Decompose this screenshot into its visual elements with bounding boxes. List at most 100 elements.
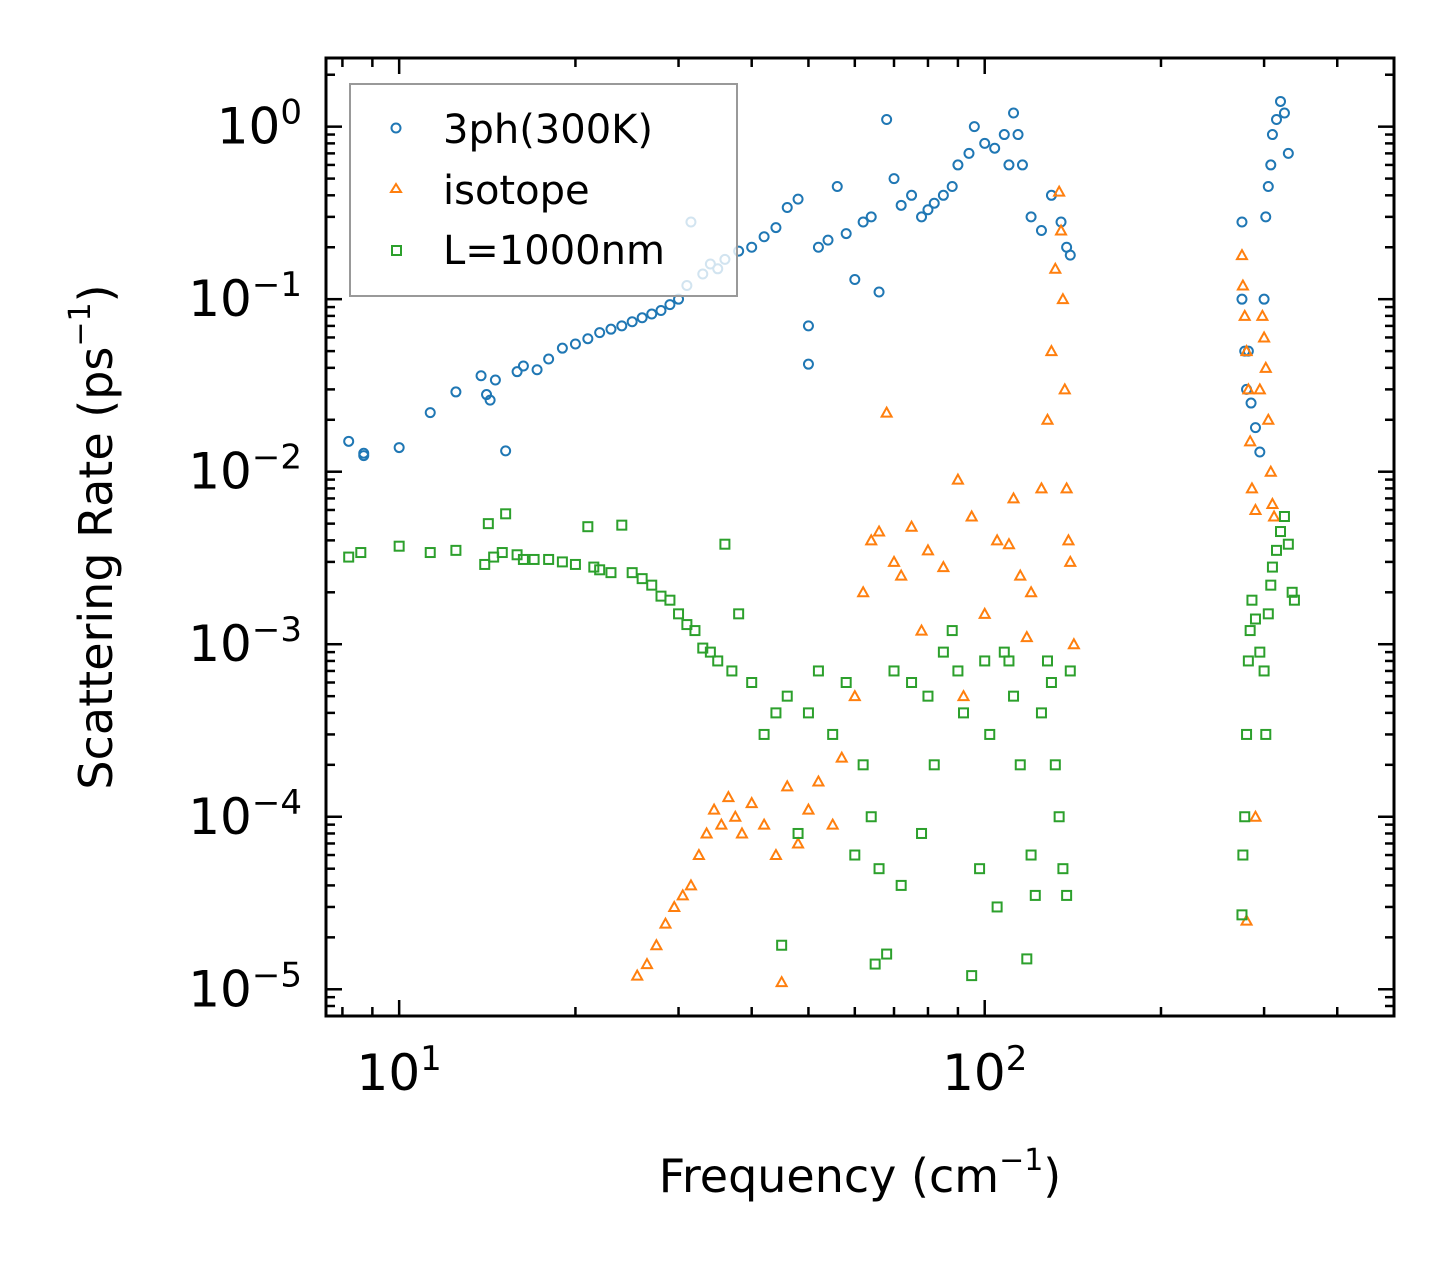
point-circle-0-90 [1282,147,1294,159]
point-square-2-95 [1271,544,1283,556]
point-triangle-1-60 [1239,344,1254,357]
point-square-2-14 [556,556,568,568]
point-square-2-39 [781,690,793,702]
point-circle-0-10 [500,445,512,457]
point-circle-0-8 [484,394,496,406]
point-square-2-37 [770,707,782,719]
point-triangle-1-43 [1020,630,1034,643]
point-circle-0-60 [968,121,980,133]
point-square-2-80 [1064,665,1076,677]
point-triangle-1-44 [1024,585,1038,598]
point-circle-0-15 [556,342,568,354]
point-square-2-93 [1265,579,1277,591]
point-square-2-97 [1278,510,1290,522]
point-square-2-58 [946,625,958,637]
point-square-2-94 [1266,561,1278,573]
point-circle-0-20 [616,320,628,332]
point-circle-0-52 [906,189,918,201]
point-circle-0-81 [1254,446,1266,458]
point-square-2-3 [424,547,436,559]
point-square-2-69 [1014,759,1026,771]
point-circle-0-63 [998,129,1010,141]
point-square-2-89 [1254,646,1266,658]
point-square-2-73 [1035,707,1047,719]
point-triangle-1-45 [1034,481,1049,494]
point-square-2-21 [626,567,638,579]
point-circle-0-45 [849,274,861,286]
point-triangle-1-67 [1257,330,1271,343]
point-square-2-8 [496,547,508,559]
point-circle-0-68 [1025,211,1037,223]
point-triangle-1-22 [825,817,840,830]
point-circle-0-41 [812,241,824,253]
point-square-2-41 [802,707,814,719]
point-triangle-1-72 [1267,509,1281,522]
point-square-2-38 [776,939,788,951]
legend-marker-l1000nm [391,245,402,256]
point-square-2-64 [984,728,996,740]
point-square-2-27 [681,619,693,631]
point-circle-0-83 [1260,211,1272,223]
point-square-2-56 [928,759,940,771]
point-circle-0-35 [758,231,770,243]
x-tick-label-1: 102 [942,1039,1027,1102]
point-circle-0-37 [781,201,793,213]
point-triangle-1-26 [864,533,878,546]
point-triangle-1-19 [791,836,805,849]
point-triangle-1-20 [801,802,816,815]
point-circle-0-46 [857,216,869,228]
point-circle-0-12 [517,360,529,372]
point-circle-0-39 [802,320,814,332]
point-square-2-5 [479,558,491,570]
point-circle-0-17 [582,333,594,345]
point-square-2-66 [998,646,1010,658]
point-square-2-90 [1258,665,1270,677]
point-circle-0-87 [1271,114,1283,126]
point-square-2-100 [1288,594,1300,606]
point-square-2-61 [966,970,978,982]
point-circle-0-82 [1258,293,1270,305]
point-triangle-1-47 [1044,344,1059,357]
point-square-2-9 [500,508,512,520]
point-square-2-82 [1237,849,1249,861]
point-circle-0-67 [1016,159,1028,171]
point-circle-0-40 [802,358,814,370]
point-triangle-1-13 [735,826,749,839]
point-square-2-54 [916,827,928,839]
point-circle-0-19 [605,323,617,335]
point-square-2-86 [1244,625,1256,637]
point-triangle-1-38 [978,606,992,619]
point-circle-0-2 [358,450,370,462]
point-triangle-1-66 [1255,308,1270,321]
point-square-2-59 [952,665,964,677]
legend-label-isotope: isotope [443,168,590,214]
point-circle-0-38 [792,193,804,205]
point-triangle-1-31 [904,519,919,532]
point-square-2-12 [528,553,540,565]
y-axis-label: Scattering Rate (ps−1) [63,284,123,789]
tick-labels: 101 102 100 10−1 10−2 10−3 10−4 10−5 [188,93,1027,1102]
point-circle-0-6 [475,370,487,382]
point-triangle-1-37 [964,509,979,522]
point-square-2-51 [888,665,900,677]
point-circle-0-14 [543,353,555,365]
point-triangle-1-32 [914,623,929,636]
point-square-2-60 [958,707,970,719]
point-circle-0-50 [888,173,900,185]
point-triangle-1-15 [757,817,771,830]
point-triangle-1-59 [1238,308,1252,321]
legend: 3ph(300K) isotope L=1000nm [349,83,738,297]
point-square-2-74 [1041,655,1053,667]
point-circle-0-74 [1236,216,1248,228]
point-triangle-1-56 [1067,637,1081,650]
point-square-2-87 [1246,594,1258,606]
point-square-2-72 [1029,889,1041,901]
point-square-2-15 [569,558,581,570]
point-square-2-57 [937,646,949,658]
point-square-2-53 [906,677,918,689]
point-triangle-1-23 [835,750,849,763]
point-circle-0-42 [822,234,834,246]
point-circle-0-80 [1249,422,1261,434]
point-square-2-25 [664,594,676,606]
